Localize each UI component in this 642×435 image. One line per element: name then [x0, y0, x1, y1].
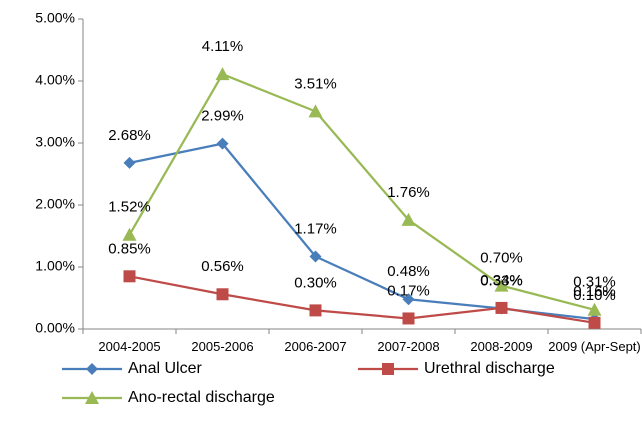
- x-tick-label: 2008-2009: [470, 339, 533, 354]
- marker: [401, 212, 416, 226]
- marker: [123, 270, 136, 283]
- x-tick-label: 2004-2005: [98, 339, 161, 354]
- marker: [402, 312, 415, 325]
- legend-marker: [382, 363, 394, 375]
- data-label: 0.16%: [573, 283, 616, 300]
- x-tick-label: 2009 (Apr-Sept): [548, 339, 641, 354]
- legend-marker: [85, 391, 99, 404]
- marker: [123, 156, 136, 169]
- data-label: 1.17%: [294, 220, 337, 237]
- x-tick-label-box: 2008-2009: [470, 339, 533, 354]
- legend-label: Urethral discharge: [424, 360, 555, 377]
- marker: [402, 293, 415, 306]
- marker: [215, 67, 230, 81]
- marker: [588, 316, 601, 329]
- legend-label: Anal Ulcer: [128, 360, 202, 377]
- y-tick-label: 3.00%: [35, 134, 75, 150]
- data-label: 0.70%: [480, 250, 523, 267]
- data-label: 0.56%: [201, 258, 244, 275]
- data-label: 2.99%: [201, 108, 244, 125]
- marker: [495, 301, 508, 314]
- x-tick-label: 2007-2008: [377, 339, 440, 354]
- data-label: 0.31%: [573, 274, 616, 291]
- marker: [309, 250, 322, 263]
- data-label: 0.85%: [108, 240, 151, 257]
- data-label: 0.48%: [387, 263, 430, 280]
- legend-label: Ano-rectal discharge: [128, 389, 275, 406]
- data-label: 0.17%: [387, 282, 430, 299]
- x-tick-label-box: 2004-2005: [98, 339, 161, 354]
- series-line: [128, 72, 595, 311]
- data-label: 0.34%: [480, 272, 523, 289]
- y-tick-label: 1.00%: [35, 258, 75, 274]
- series-line: [129, 275, 595, 324]
- y-tick-label: 0.00%: [35, 320, 75, 336]
- data-label: 1.52%: [108, 199, 151, 216]
- y-tick-label: 4.00%: [35, 72, 75, 88]
- data-label: 0.33%: [480, 273, 523, 290]
- marker: [216, 137, 229, 150]
- marker: [308, 104, 323, 118]
- legend-marker: [86, 363, 98, 375]
- marker: [494, 278, 509, 292]
- x-tick-label: 2006-2007: [284, 339, 347, 354]
- x-tick-label-box: 2006-2007: [284, 339, 347, 354]
- marker: [216, 288, 229, 301]
- x-tick-label-box: 2007-2008: [377, 339, 440, 354]
- data-label: 1.76%: [387, 184, 430, 201]
- marker: [309, 304, 322, 317]
- data-label: 2.68%: [108, 127, 151, 144]
- marker: [122, 227, 137, 241]
- marker: [587, 302, 602, 316]
- x-tick-label-box: 2009 (Apr-Sept): [548, 339, 641, 354]
- data-label: 0.10%: [573, 287, 616, 304]
- data-label: 4.11%: [202, 38, 243, 55]
- y-tick-label: 2.00%: [35, 196, 75, 212]
- x-tick-label: 2005-2006: [191, 339, 254, 354]
- data-label: 0.30%: [294, 274, 337, 291]
- x-tick-label-box: 2005-2006: [191, 339, 254, 354]
- y-tick-label: 5.00%: [35, 10, 75, 26]
- data-label: 3.51%: [294, 75, 337, 92]
